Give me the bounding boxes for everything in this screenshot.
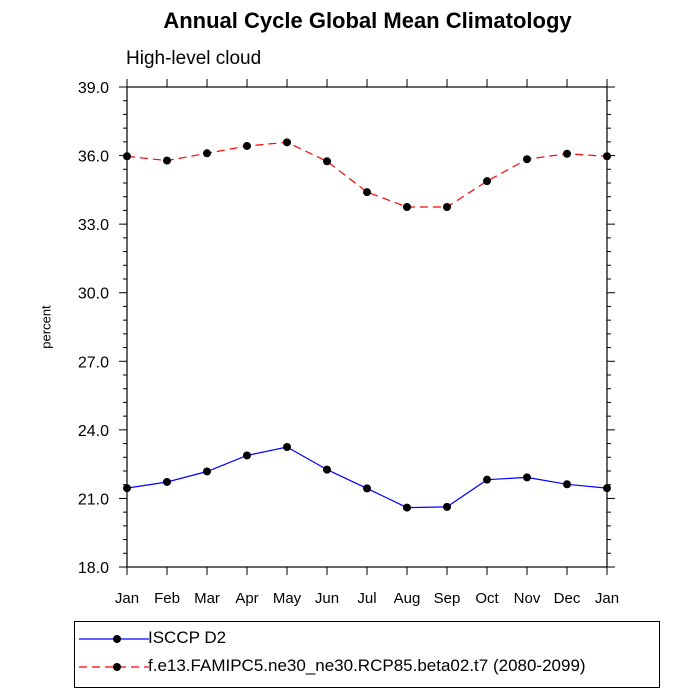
legend-line-1 <box>79 663 149 671</box>
series-1-point <box>163 156 171 165</box>
legend-entry-0: ISCCP D2 <box>75 626 659 652</box>
series-1-point <box>203 149 211 158</box>
x-tick-label: Nov <box>514 590 541 607</box>
series-1-point <box>403 203 411 211</box>
x-tick-label: Mar <box>194 590 220 607</box>
series-1-point <box>563 149 571 158</box>
series-line-0 <box>126 446 608 509</box>
series-0-point <box>163 477 171 486</box>
legend-marker-1 <box>113 663 121 671</box>
x-tick-label: Jun <box>315 590 339 607</box>
x-tick-label: Dec <box>554 590 581 607</box>
x-tick-label: Jul <box>357 590 376 607</box>
y-tick-label: 30.0 <box>78 286 109 303</box>
y-tick-label: 33.0 <box>78 217 109 234</box>
series-0-point <box>603 484 611 493</box>
series-0-point <box>203 467 211 476</box>
series-0-point <box>323 465 331 474</box>
legend-label-1: f.e13.FAMIPC5.ne30_ne30.RCP85.beta02.t7 … <box>148 656 586 675</box>
x-tick-label: Apr <box>235 590 258 607</box>
series-1-point <box>323 157 331 166</box>
series-0-point <box>123 484 131 493</box>
x-tick-label: Sep <box>434 590 461 607</box>
x-tick-label: Oct <box>475 590 499 607</box>
y-tick-label: 39.0 <box>78 80 109 97</box>
y-tick-label: 21.0 <box>78 491 109 508</box>
chart-subtitle: High-level cloud <box>126 48 262 69</box>
series-1-point <box>483 177 491 186</box>
series-line-1 <box>126 141 608 208</box>
series-0-point <box>243 451 251 460</box>
series-0-point <box>563 480 571 489</box>
series-1-point <box>523 155 531 164</box>
series-1-point <box>283 138 291 147</box>
x-tick-label: Aug <box>394 590 421 607</box>
series-0-point <box>483 475 491 484</box>
series-0-point <box>283 443 291 451</box>
x-tick-label: Jan <box>595 590 619 607</box>
series-1-point <box>603 152 611 161</box>
legend: ISCCP D2 f.e13.FAMIPC5.ne30_ne30.RCP85.b… <box>74 621 660 688</box>
x-tick-label: Feb <box>154 590 180 607</box>
series-1-point <box>363 188 371 197</box>
y-tick-label: 27.0 <box>78 354 109 371</box>
series-0-point <box>403 503 411 512</box>
y-tick-label: 18.0 <box>78 560 109 577</box>
y-tick-label: 24.0 <box>78 423 109 440</box>
series-0-point <box>363 484 371 493</box>
legend-label-0: ISCCP D2 <box>148 628 227 647</box>
plot-frame <box>126 86 608 568</box>
series-0-point <box>443 502 451 511</box>
x-tick-label: Jan <box>115 590 139 607</box>
legend-line-0 <box>79 635 149 643</box>
series-1-point <box>243 141 251 150</box>
legend-marker-0 <box>113 635 121 643</box>
x-tick-label: May <box>273 590 302 607</box>
series-1-point <box>123 152 131 161</box>
chart-title: Annual Cycle Global Mean Climatology <box>163 8 572 33</box>
series-0-point <box>523 473 531 482</box>
y-tick-label: 36.0 <box>78 149 109 166</box>
legend-entry-1: f.e13.FAMIPC5.ne30_ne30.RCP85.beta02.t7 … <box>75 654 659 680</box>
series-1-point <box>443 203 451 211</box>
